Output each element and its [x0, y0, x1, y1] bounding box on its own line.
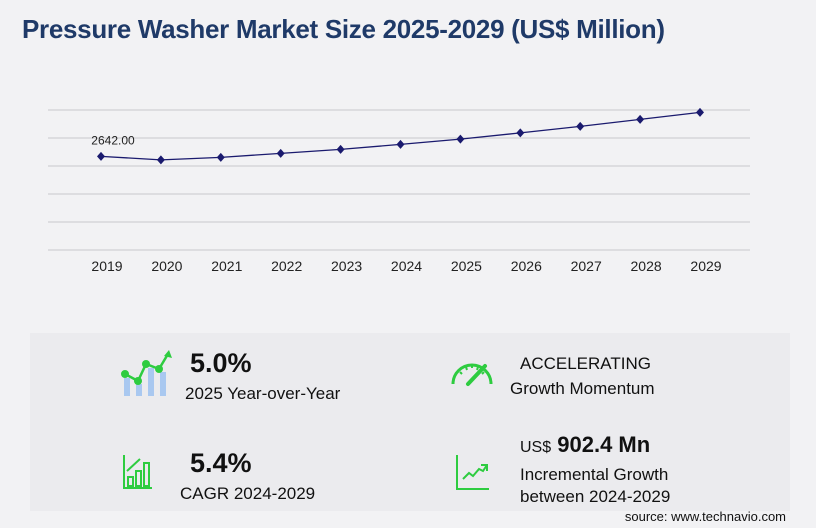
trend-up-icon [456, 455, 489, 490]
bar-chart-icon [123, 455, 152, 489]
x-tick-label: 2019 [91, 258, 122, 274]
x-tick-label: 2023 [331, 258, 362, 274]
data-point [276, 148, 285, 158]
bar-chart-growth-icon [121, 350, 172, 396]
momentum-value: ACCELERATING [520, 354, 651, 373]
chart-title: Pressure Washer Market Size 2025-2029 (U… [22, 14, 665, 44]
data-point [97, 151, 105, 161]
x-tick-label: 2027 [571, 258, 602, 274]
x-tick-label: 2021 [211, 258, 242, 274]
data-label: 2642.00 [91, 133, 135, 147]
x-tick-label: 2025 [451, 258, 482, 274]
yoy-value: 5.0% [190, 348, 252, 378]
data-point [216, 152, 225, 162]
data-point [396, 139, 405, 149]
cagr-label: CAGR 2024-2029 [180, 484, 316, 503]
incremental-value: US$ 902.4 Mn [520, 434, 650, 459]
incremental-amount: 902.4 Mn [557, 432, 651, 457]
x-tick-label: 2020 [151, 258, 182, 274]
data-point [576, 121, 585, 131]
source-credit: source: www.technavio.com [624, 509, 786, 524]
data-point [336, 144, 345, 154]
data-point [456, 134, 465, 144]
incremental-period: between 2024-2029 [520, 487, 671, 506]
momentum-label: Growth Momentum [510, 379, 655, 398]
x-tick-label: 2026 [511, 258, 542, 274]
currency-prefix: US$ [520, 439, 552, 456]
series-line [100, 111, 701, 161]
incremental-label: Incremental Growth [520, 465, 669, 484]
x-tick-label: 2029 [690, 258, 721, 274]
x-tick-label: 2022 [271, 258, 302, 274]
data-point [516, 128, 525, 138]
x-tick-label: 2028 [631, 258, 662, 274]
data-point [636, 114, 645, 124]
stats-panel [30, 333, 790, 511]
cagr-value: 5.4% [190, 448, 252, 478]
x-tick-label: 2024 [391, 258, 422, 274]
data-point [696, 107, 704, 117]
data-point [156, 155, 165, 165]
yoy-label: 2025 Year-over-Year [185, 384, 341, 403]
speedometer-icon [451, 363, 493, 386]
line-chart: 2019 2020 2021 2022 2023 2024 2025 2026 2027 2028… [48, 107, 750, 274]
